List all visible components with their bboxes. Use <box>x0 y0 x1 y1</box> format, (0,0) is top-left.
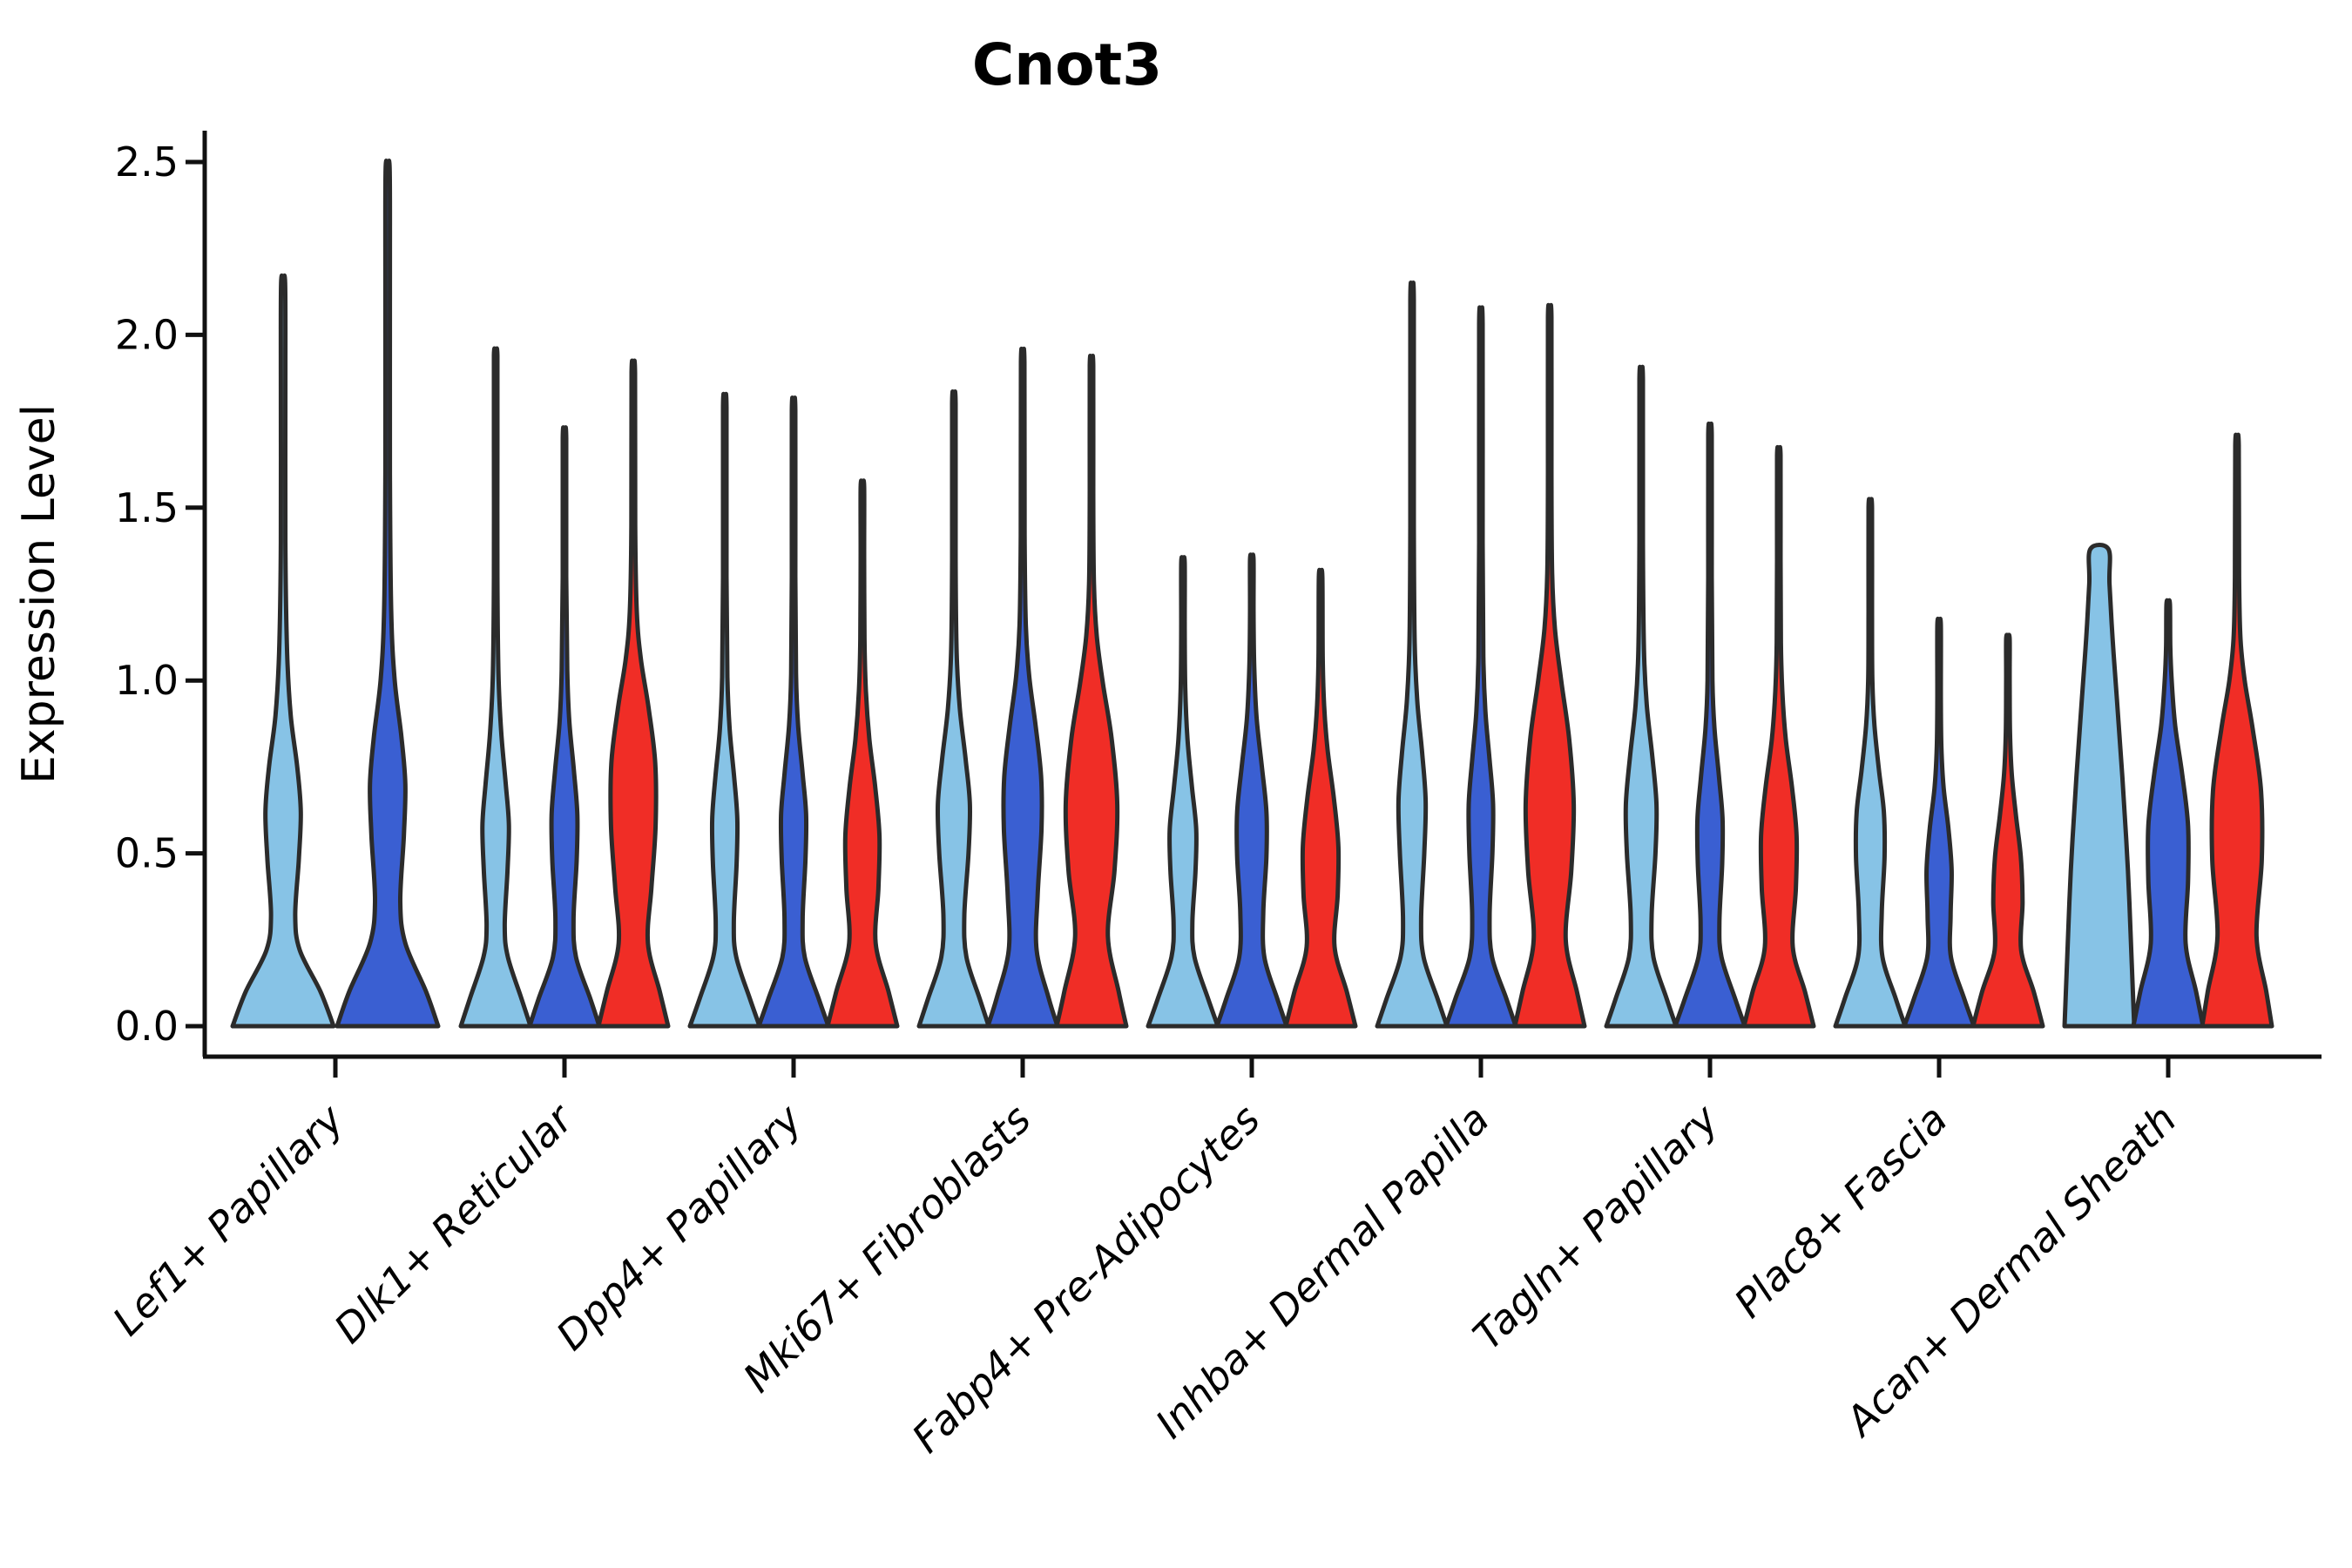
violin-lef1-papillary-hue0 <box>230 273 336 1029</box>
violin-group-tagln-papillary <box>1604 364 1816 1029</box>
violin-plac8-fascia-hue1 <box>1902 616 1977 1029</box>
violin-tagln-papillary-hue0 <box>1604 364 1679 1029</box>
violin-group-dlk1-reticular <box>458 346 671 1029</box>
violin-dpp4-papillary-hue2 <box>825 478 900 1029</box>
violin-fabp4-pre-adipocytes-hue2 <box>1283 567 1358 1029</box>
y-tick-label: 2.0 <box>115 311 179 358</box>
y-tick-label: 1.0 <box>115 657 179 704</box>
violin-mki67-fibroblasts-hue0 <box>916 389 991 1029</box>
y-tick-label: 0.5 <box>115 830 179 877</box>
violin-lef1-papillary-hue1 <box>335 159 441 1029</box>
violin-group-plac8-fascia <box>1833 497 2045 1029</box>
violin-acan-dermal-sheath-hue1 <box>2131 598 2206 1029</box>
violin-plac8-fascia-hue2 <box>1970 632 2045 1029</box>
violin-group-inhba-dermal-papilla <box>1375 280 1587 1029</box>
chart-title: Cnot3 <box>972 31 1162 98</box>
violin-fabp4-pre-adipocytes-hue0 <box>1146 555 1220 1029</box>
y-tick-label: 2.5 <box>115 139 179 186</box>
violin-inhba-dermal-papilla-hue2 <box>1512 302 1587 1029</box>
violin-acan-dermal-sheath-hue2 <box>2200 432 2274 1029</box>
y-tick-label: 0.0 <box>115 1003 179 1050</box>
y-tick-label: 1.5 <box>115 484 179 531</box>
violin-group-mki67-fibroblasts <box>916 346 1129 1029</box>
violin-mki67-fibroblasts-hue2 <box>1054 353 1129 1029</box>
violin-mki67-fibroblasts-hue1 <box>985 346 1060 1029</box>
violin-acan-dermal-sheath-hue0 <box>2062 542 2137 1029</box>
violin-dpp4-papillary-hue0 <box>687 391 762 1029</box>
violin-tagln-papillary-hue1 <box>1673 421 1747 1029</box>
violin-group-dpp4-papillary <box>687 391 900 1029</box>
violins-layer <box>230 159 2274 1029</box>
violin-fabp4-pre-adipocytes-hue1 <box>1214 552 1289 1029</box>
violin-dlk1-reticular-hue0 <box>458 346 533 1029</box>
violin-tagln-papillary-hue2 <box>1741 444 1816 1029</box>
violin-dpp4-papillary-hue1 <box>756 395 831 1029</box>
violin-inhba-dermal-papilla-hue0 <box>1375 280 1450 1029</box>
violin-plac8-fascia-hue0 <box>1833 497 1908 1029</box>
violin-group-fabp4-pre-adipocytes <box>1146 552 1358 1029</box>
violin-inhba-dermal-papilla-hue1 <box>1443 305 1518 1029</box>
violin-dlk1-reticular-hue1 <box>527 425 602 1029</box>
violin-group-lef1-papillary <box>230 159 441 1029</box>
y-axis-label: Expression Level <box>13 404 65 784</box>
violin-group-acan-dermal-sheath <box>2062 432 2274 1029</box>
violin-dlk1-reticular-hue2 <box>596 358 671 1029</box>
